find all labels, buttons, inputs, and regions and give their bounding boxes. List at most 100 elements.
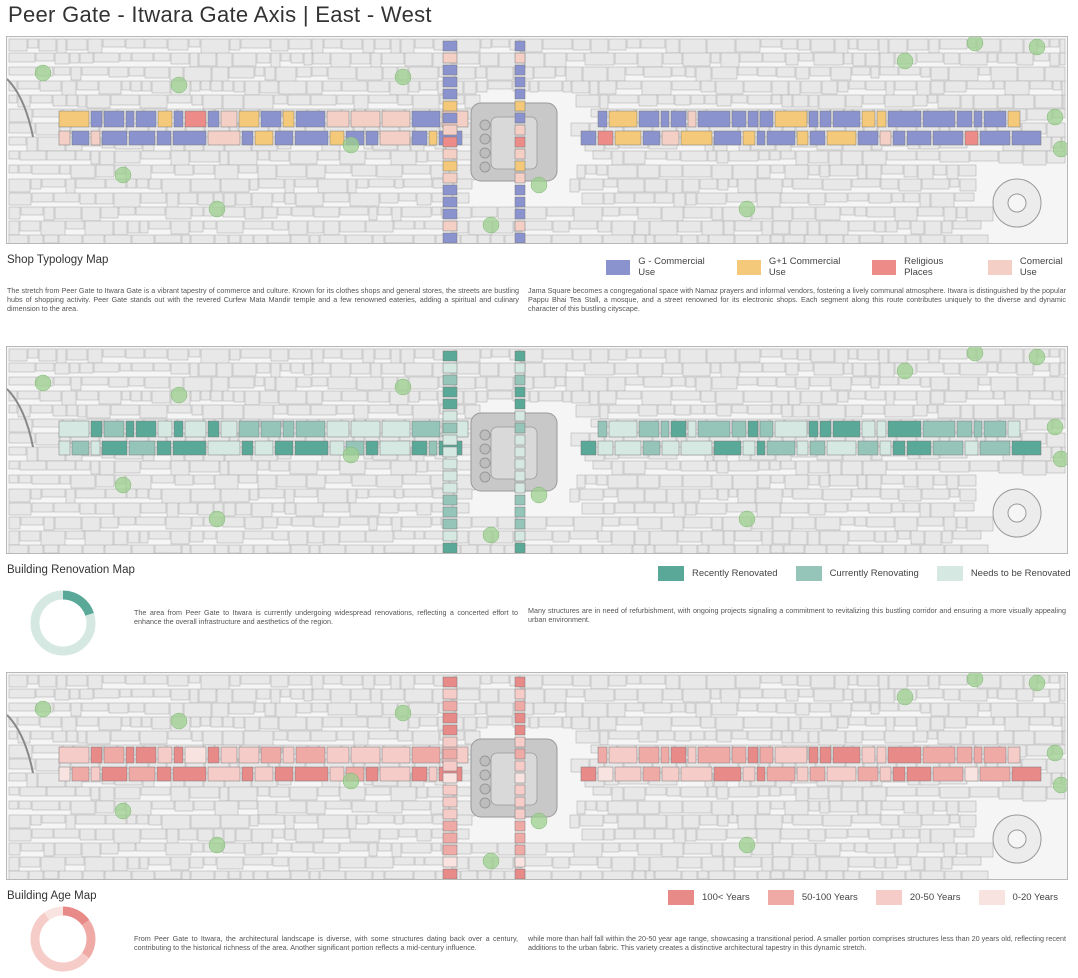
- building-footprint: [210, 80, 223, 92]
- building-footprint: [956, 842, 967, 855]
- building-footprint: [390, 460, 417, 476]
- building-footprint: [471, 842, 498, 854]
- building-footprint: [118, 206, 136, 216]
- building-footprint: [203, 220, 217, 230]
- building-footprint: [978, 376, 991, 386]
- shop-typology-map[interactable]: [6, 36, 1068, 244]
- building-footprint: [792, 488, 823, 500]
- building-footprint: [886, 150, 917, 161]
- corridor-building: [514, 482, 526, 494]
- corridor-building: [756, 130, 766, 146]
- building-footprint: [303, 362, 313, 376]
- building-footprint: [235, 828, 252, 842]
- corridor-building: [294, 766, 329, 782]
- tree-canopy: [34, 700, 52, 718]
- building-footprint: [781, 94, 793, 108]
- building-footprint: [958, 800, 977, 813]
- building-footprint: [542, 348, 573, 360]
- building-footprint: [917, 516, 944, 527]
- corridor-building: [282, 110, 295, 128]
- building-footprint: [819, 164, 830, 178]
- corridor-building: [876, 420, 887, 438]
- building-footprint: [119, 362, 132, 372]
- building-footprint: [944, 234, 962, 243]
- building-footprint: [372, 234, 385, 243]
- building-footprint: [679, 38, 707, 55]
- building-footprint: [393, 530, 415, 540]
- building-footprint: [990, 702, 1018, 719]
- building-renovation-map[interactable]: [6, 346, 1068, 554]
- building-footprint: [35, 758, 60, 772]
- building-footprint: [8, 856, 20, 872]
- building-footprint: [903, 474, 918, 488]
- building-footprint: [102, 38, 126, 48]
- building-footprint: [170, 460, 190, 477]
- building-footprint: [717, 814, 729, 827]
- building-footprint: [1034, 94, 1063, 109]
- building-footprint: [8, 674, 28, 688]
- building-footprint: [825, 192, 848, 203]
- building-footprint: [8, 730, 18, 740]
- donut-segment: [30, 906, 96, 972]
- building-footprint: [808, 150, 829, 164]
- building-footprint: [253, 544, 268, 553]
- building-footprint: [139, 730, 168, 745]
- building-footprint: [240, 870, 254, 879]
- building-footprint: [66, 404, 78, 417]
- building-footprint: [711, 206, 723, 221]
- building-footprint: [40, 220, 66, 237]
- building-footprint: [969, 460, 999, 472]
- building-footprint: [762, 52, 786, 63]
- building-footprint: [868, 192, 892, 204]
- building-footprint: [966, 206, 994, 222]
- building-footprint: [345, 870, 373, 879]
- building-footprint: [1004, 716, 1030, 732]
- corridor-building: [326, 420, 350, 438]
- building-footprint: [728, 150, 759, 162]
- building-footprint: [353, 730, 369, 747]
- building-footprint: [582, 702, 608, 719]
- building-footprint: [455, 674, 481, 689]
- building-footprint: [948, 376, 979, 392]
- building-footprint: [944, 544, 962, 553]
- building-footprint: [723, 530, 735, 546]
- building-footprint: [408, 702, 439, 716]
- building-age-map[interactable]: [6, 672, 1068, 880]
- building-footprint: [542, 674, 573, 686]
- building-footprint: [330, 52, 351, 69]
- building-footprint: [408, 66, 439, 80]
- building-footprint: [455, 348, 481, 363]
- roundabout-center: [1007, 503, 1027, 523]
- building-footprint: [141, 716, 152, 728]
- building-footprint: [886, 786, 917, 797]
- building-footprint: [8, 688, 36, 699]
- building-footprint: [771, 730, 782, 741]
- building-footprint: [792, 814, 823, 826]
- building-footprint: [341, 674, 363, 686]
- building-footprint: [228, 870, 241, 879]
- building-footprint: [617, 814, 645, 829]
- building-footprint: [770, 234, 784, 243]
- building-footprint: [189, 362, 199, 378]
- building-footprint: [657, 94, 675, 105]
- building-footprint: [616, 390, 642, 400]
- shop-typology-text-right: Jama Square becomes a congregational spa…: [528, 286, 1066, 313]
- building-footprint: [130, 716, 142, 728]
- building-footprint: [840, 516, 855, 526]
- building-footprint: [771, 80, 789, 96]
- building-footprint: [1059, 38, 1066, 54]
- building-footprint: [969, 786, 999, 798]
- building-footprint: [222, 516, 245, 528]
- corridor-building: [747, 420, 759, 438]
- building-footprint: [453, 488, 473, 500]
- building-footprint: [319, 544, 346, 553]
- building-footprint: [808, 786, 829, 800]
- building-footprint: [625, 702, 644, 712]
- building-footprint: [32, 418, 63, 428]
- building-footprint: [603, 192, 615, 205]
- building-footprint: [569, 220, 598, 230]
- building-footprint: [193, 474, 215, 485]
- building-footprint: [843, 362, 853, 375]
- corridor-building: [514, 808, 526, 820]
- building-footprint: [491, 348, 510, 358]
